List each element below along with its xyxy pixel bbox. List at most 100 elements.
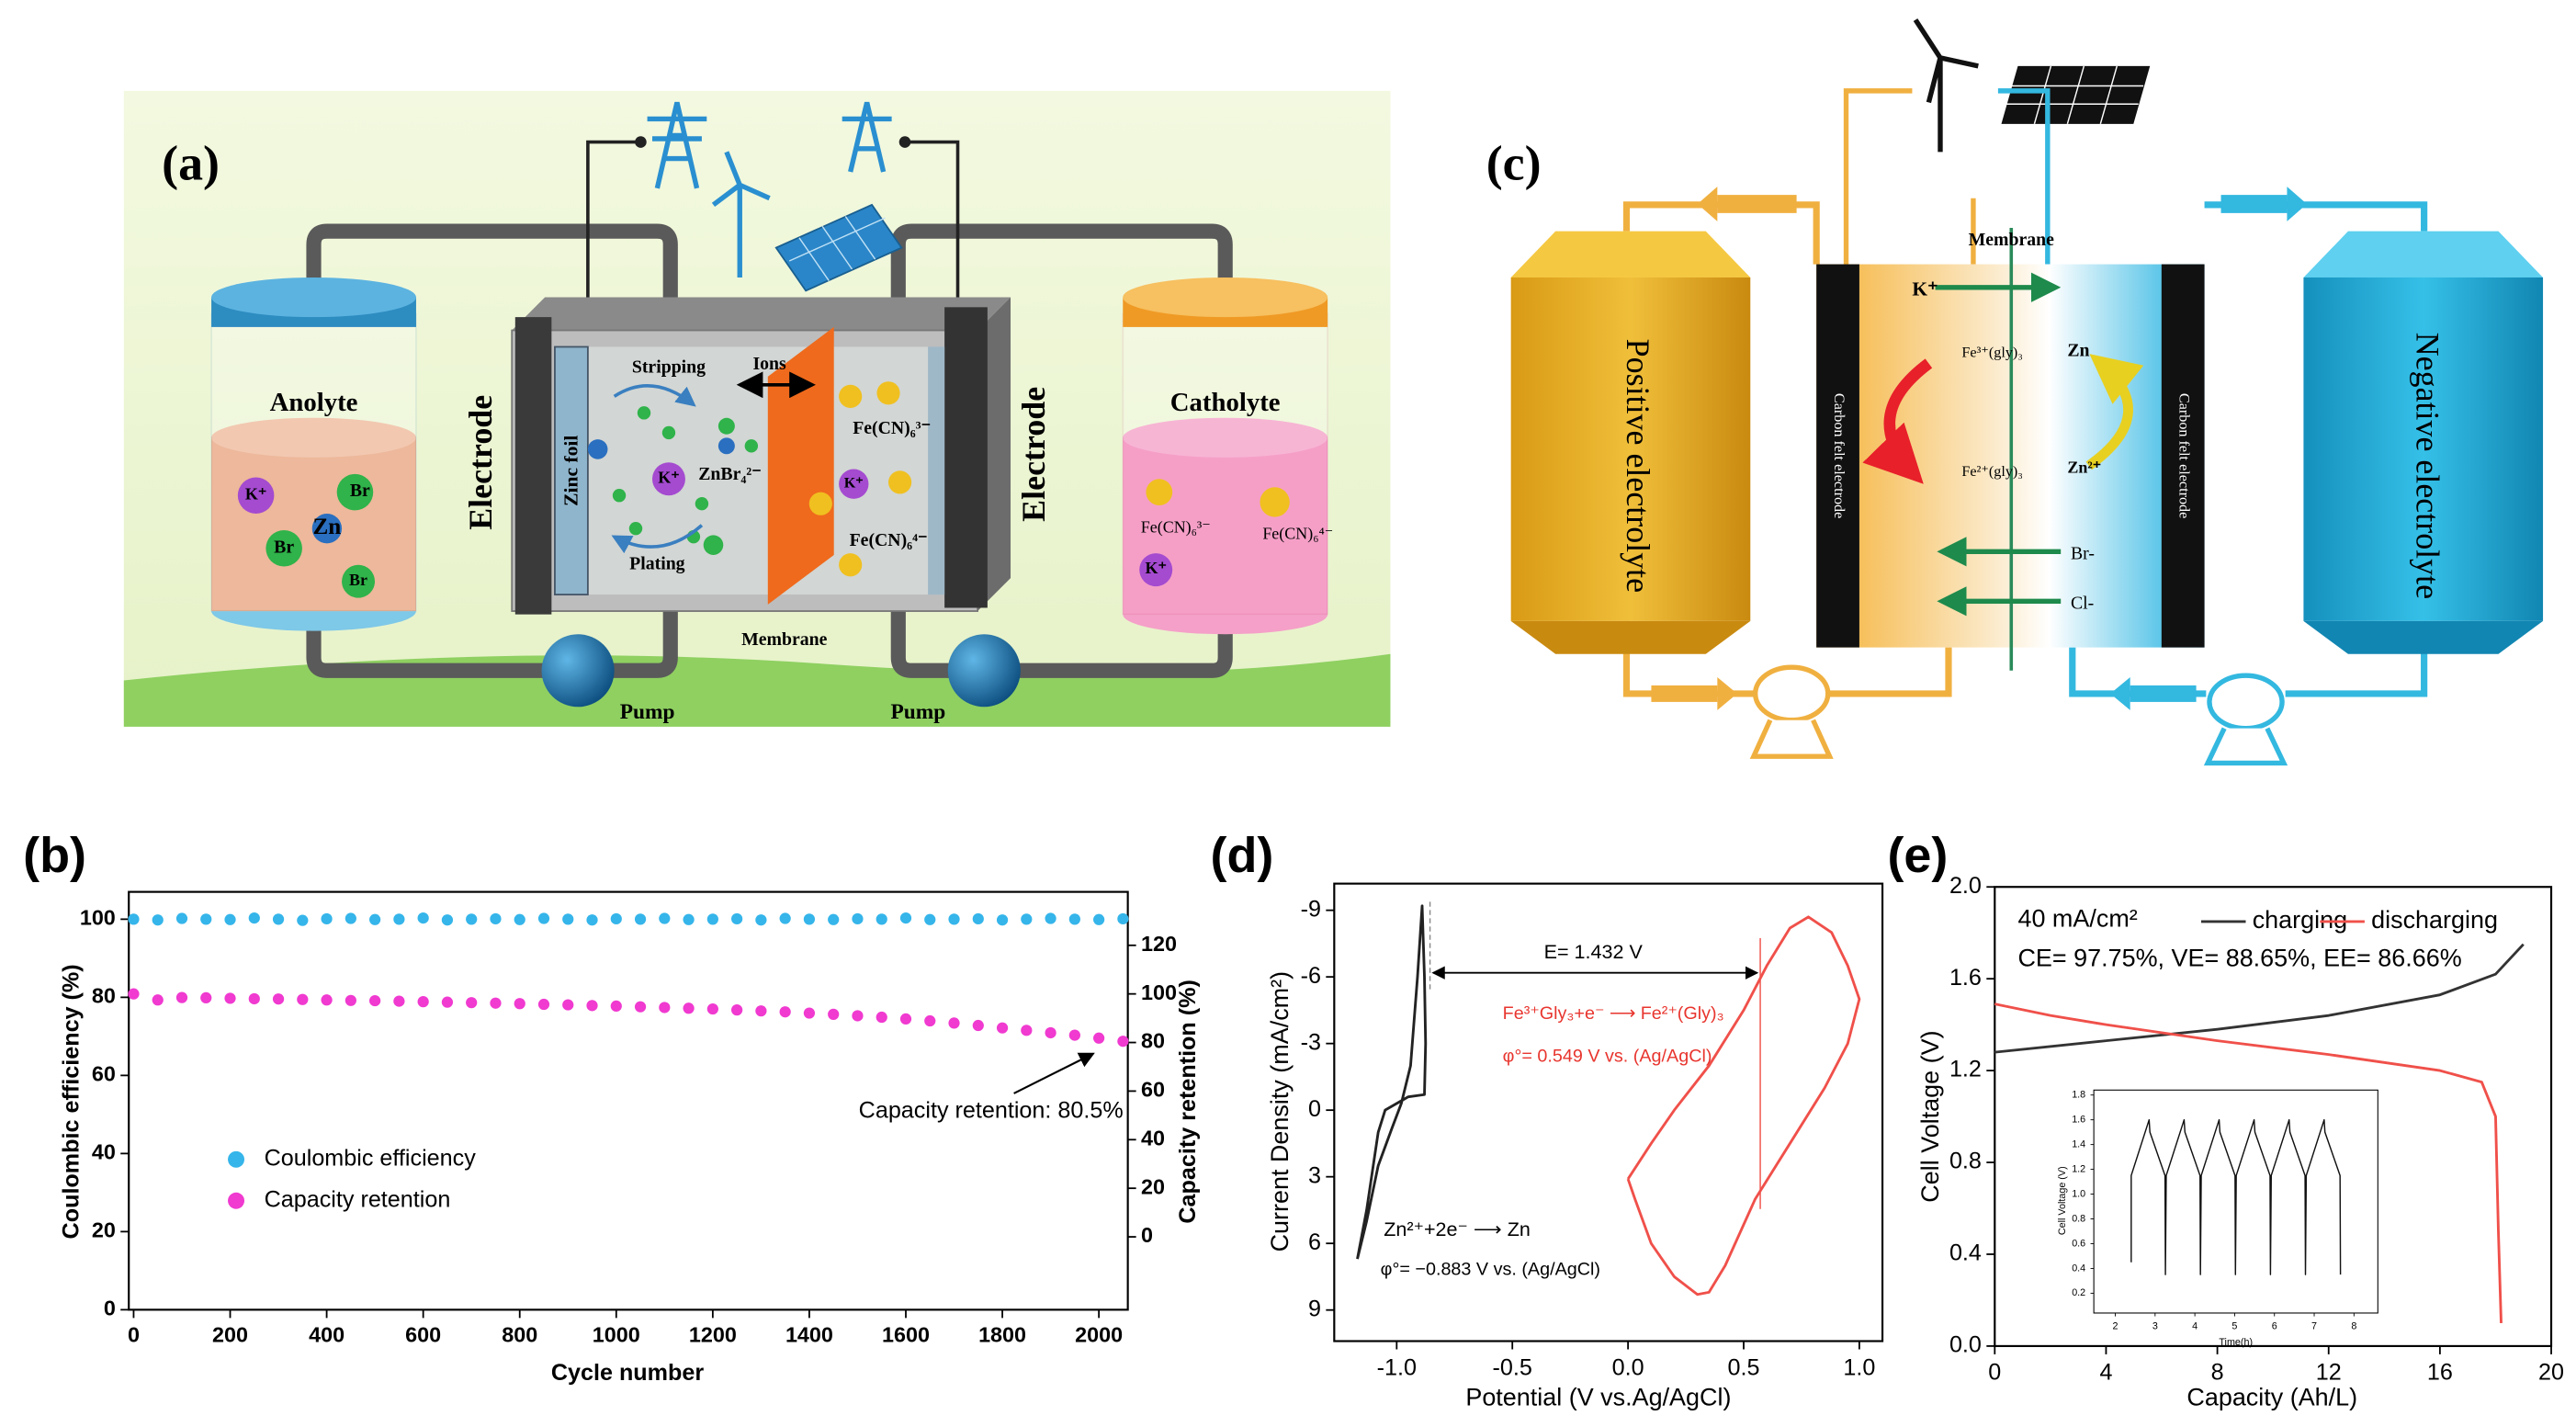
panel-c-shape bbox=[1913, 18, 1979, 153]
panel-a-shape bbox=[635, 136, 647, 148]
panel-a-shape-shape bbox=[839, 384, 863, 408]
x-axis-label: Time(h) bbox=[2219, 1337, 2253, 1348]
marker bbox=[610, 1000, 622, 1012]
panel-c-shape bbox=[1717, 676, 1737, 710]
marker bbox=[683, 1002, 695, 1014]
y2-tick-label: 0 bbox=[1141, 1223, 1153, 1247]
y-tick-label: 100 bbox=[80, 906, 116, 930]
panel-a-shape-shape bbox=[703, 535, 724, 555]
panel-a-shape bbox=[788, 216, 886, 281]
annotation: E= 1.432 V bbox=[1544, 940, 1644, 963]
marker bbox=[175, 912, 188, 924]
x-tick-label: 2 bbox=[2113, 1321, 2118, 1332]
marker bbox=[924, 913, 936, 925]
y-tick-label: -9 bbox=[1301, 896, 1321, 922]
line bbox=[1994, 943, 2525, 1054]
label: Zn bbox=[2067, 340, 2089, 360]
panel-a-shape bbox=[512, 297, 1011, 331]
panel-c-shape bbox=[2303, 620, 2544, 654]
marker bbox=[803, 913, 816, 925]
panel-a-shape bbox=[1139, 553, 1173, 587]
y-tick-label: 1.6 bbox=[2072, 1115, 2085, 1126]
label: Electrode bbox=[1015, 387, 1052, 522]
marker bbox=[393, 995, 405, 1007]
label: K⁺ bbox=[1912, 277, 1938, 300]
y2-tick-label: 20 bbox=[1141, 1174, 1165, 1198]
label: ZnBr₄²⁻ bbox=[698, 464, 761, 484]
label: Stripping bbox=[632, 357, 706, 377]
marker bbox=[586, 914, 598, 926]
panel-a-shape-shape bbox=[637, 406, 651, 420]
marker bbox=[514, 913, 525, 925]
marker bbox=[490, 912, 502, 925]
panel-a-shape bbox=[944, 307, 988, 608]
marker bbox=[731, 1004, 743, 1016]
marker bbox=[248, 912, 260, 924]
ion: K⁺ bbox=[658, 468, 679, 486]
panel-a-shape bbox=[586, 140, 960, 301]
annotation: Capacity retention: 80.5% bbox=[859, 1097, 1124, 1123]
marker bbox=[1045, 1026, 1056, 1039]
label: Cl- bbox=[2071, 593, 2094, 613]
panel-a-shape-shape bbox=[306, 614, 546, 678]
panel-a-shape-shape bbox=[661, 425, 676, 440]
panel-a-shape bbox=[928, 346, 945, 595]
marker bbox=[1117, 1036, 1129, 1048]
label: Carbon felt electrode bbox=[1831, 393, 1847, 518]
marker bbox=[224, 913, 236, 925]
x-tick-label: 1600 bbox=[882, 1322, 930, 1346]
y2-tick-label: 100 bbox=[1141, 980, 1177, 1004]
panel-a-shape bbox=[808, 381, 912, 577]
panel-c-shape-shape bbox=[1749, 719, 1834, 759]
marker bbox=[200, 913, 212, 925]
marker bbox=[128, 913, 140, 925]
x-tick-label: -1.0 bbox=[1377, 1354, 1417, 1380]
y-tick-label: -6 bbox=[1301, 963, 1321, 989]
marker bbox=[659, 1002, 671, 1014]
x-axis-label: Capacity (Ah/L) bbox=[2186, 1384, 2357, 1411]
x-tick-label: 16 bbox=[2427, 1360, 2453, 1386]
x-tick-label: 1000 bbox=[593, 1322, 640, 1346]
panel-a-shape bbox=[514, 317, 552, 615]
marker bbox=[321, 994, 333, 1006]
panel-a-shape-shape bbox=[876, 381, 900, 405]
y-tick-label: 0.6 bbox=[2072, 1238, 2085, 1249]
marker bbox=[803, 1007, 816, 1019]
x-tick-label: 1.0 bbox=[1843, 1354, 1875, 1380]
marker bbox=[852, 1010, 864, 1022]
marker bbox=[972, 912, 984, 925]
line bbox=[1356, 904, 1428, 1260]
panel-label: (c) bbox=[1486, 136, 1542, 191]
panel-c-shape bbox=[1510, 620, 1751, 654]
y-tick-label: 6 bbox=[1308, 1229, 1321, 1255]
marker bbox=[321, 912, 333, 925]
marker bbox=[514, 998, 525, 1010]
legend-marker bbox=[228, 1150, 245, 1168]
annotation: Zn²⁺+2e⁻ ⟶ Zn bbox=[1384, 1217, 1531, 1240]
panel-a-shape bbox=[947, 634, 1021, 708]
marker bbox=[345, 994, 356, 1006]
panel-a-shape bbox=[647, 101, 892, 277]
panel-label: (d) bbox=[1211, 828, 1274, 883]
y-axis-label: Current Density (mA/cm²) bbox=[1266, 971, 1294, 1252]
legend-marker bbox=[228, 1192, 245, 1209]
y-tick-label: 2.0 bbox=[1949, 873, 1982, 899]
marker bbox=[490, 997, 502, 1009]
panel-a-shape-shape bbox=[808, 492, 832, 515]
marker bbox=[899, 912, 912, 924]
chart: 0 200 400 600 800 1000 1200 1400 1600 1800 2000020… bbox=[23, 828, 1201, 1386]
marker bbox=[466, 913, 478, 925]
y-tick-label: 0.4 bbox=[2072, 1263, 2085, 1274]
panel-c-shape-shape bbox=[1752, 664, 1831, 723]
panel-c-shape bbox=[2220, 195, 2288, 213]
x-tick-label: 400 bbox=[309, 1322, 345, 1346]
marker bbox=[779, 912, 791, 924]
label: Electrode bbox=[462, 395, 499, 530]
marker bbox=[562, 913, 574, 925]
y2-tick-label: 80 bbox=[1141, 1029, 1165, 1053]
y-tick-label: 3 bbox=[1308, 1162, 1321, 1188]
y-axis-label: Coulombic efficiency (%) bbox=[59, 964, 85, 1239]
line bbox=[2130, 1118, 2342, 1275]
marker bbox=[779, 1006, 791, 1018]
